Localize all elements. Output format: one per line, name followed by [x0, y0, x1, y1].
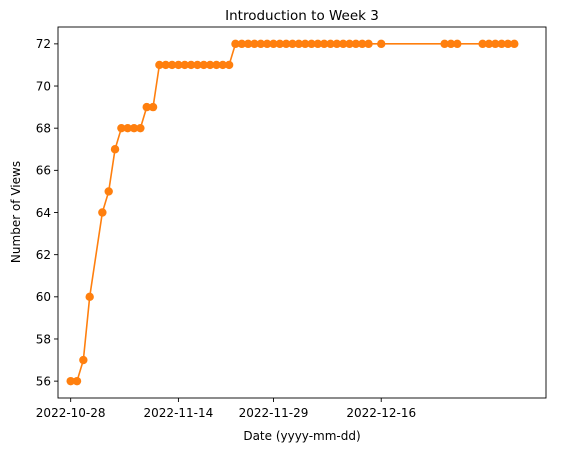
data-point [104, 187, 113, 196]
data-point [484, 39, 494, 49]
x-tick-label: 2022-11-29 [239, 406, 309, 420]
data-point [503, 39, 513, 49]
data-point [288, 39, 297, 49]
data-point [313, 39, 323, 49]
data-point [180, 60, 189, 70]
data-point [345, 39, 354, 49]
data-point [281, 39, 291, 49]
data-point [307, 39, 316, 49]
y-tick-label: 56 [36, 374, 51, 388]
data-point [148, 102, 158, 112]
plot-area [66, 39, 519, 386]
data-point [256, 39, 266, 49]
data-point [351, 39, 361, 49]
x-axis-label: Date (yyyy-mm-dd) [243, 429, 360, 443]
data-point [326, 39, 335, 49]
data-point [199, 60, 208, 70]
data-point [510, 39, 519, 49]
x-axis: 2022-10-28 2022-11-14 2022-11-29 2022-12-16 [36, 398, 416, 420]
y-tick-label: 70 [36, 79, 51, 93]
data-point [319, 39, 329, 49]
data-point [377, 39, 386, 49]
y-tick-label: 72 [36, 37, 51, 51]
data-point [332, 39, 342, 49]
data-point [129, 123, 139, 133]
data-point [98, 208, 107, 217]
data-point [294, 39, 304, 49]
data-point [243, 39, 253, 49]
data-point [142, 102, 151, 112]
x-tick-label: 2022-10-28 [36, 406, 106, 420]
data-point [300, 39, 310, 49]
x-tick-label: 2022-12-16 [346, 406, 416, 420]
data-point [491, 39, 500, 49]
y-tick-label: 66 [36, 164, 51, 178]
y-tick-label: 64 [36, 206, 51, 220]
y-axis: 56 58 60 62 64 66 68 70 72 [36, 37, 58, 388]
data-point [440, 39, 449, 49]
data-point [364, 39, 373, 49]
data-point [212, 60, 221, 70]
chart-title: Introduction to Week 3 [225, 8, 379, 24]
data-point [167, 60, 177, 70]
data-point [155, 60, 164, 70]
data-point [123, 123, 132, 133]
data-point [231, 39, 240, 49]
data-point [205, 60, 215, 70]
plot-frame [57, 26, 547, 399]
data-point [446, 39, 456, 49]
data-point [453, 39, 462, 49]
data-point [85, 292, 94, 302]
data-point [338, 39, 348, 49]
data-point [161, 60, 170, 70]
data-point [250, 39, 259, 49]
data-point [237, 39, 246, 49]
y-tick-label: 62 [36, 248, 51, 262]
series-line [70, 43, 515, 382]
data-point [224, 60, 234, 70]
data-point [497, 39, 506, 49]
data-point [262, 39, 272, 49]
y-axis-label: Number of Views [9, 161, 23, 263]
data-point [275, 39, 285, 49]
data-point [358, 39, 367, 49]
y-tick-label: 58 [36, 332, 51, 346]
data-point [269, 39, 278, 49]
data-point [186, 60, 196, 70]
data-point [66, 376, 75, 386]
data-point [193, 60, 202, 70]
x-tick-label: 2022-11-14 [144, 406, 214, 420]
data-point [79, 355, 88, 365]
data-point [136, 123, 145, 133]
data-point [174, 60, 183, 70]
data-point [117, 123, 126, 133]
y-tick-label: 60 [36, 290, 51, 304]
data-point [478, 39, 487, 49]
data-point [218, 60, 227, 70]
data-point [110, 145, 120, 154]
y-tick-label: 68 [36, 121, 51, 135]
data-point [72, 376, 82, 386]
